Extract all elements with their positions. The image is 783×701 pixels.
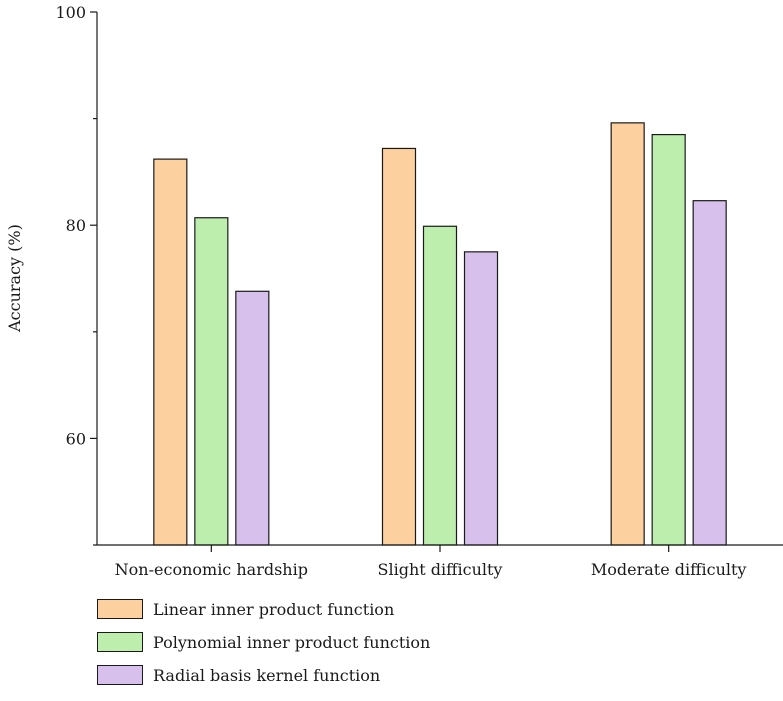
bar bbox=[153, 158, 188, 546]
bar bbox=[381, 147, 417, 546]
legend-label: Radial basis kernel function bbox=[153, 665, 381, 685]
legend: Linear inner product function Polynomial … bbox=[97, 598, 430, 697]
legend-swatch bbox=[97, 665, 143, 685]
x-tick-label: Moderate difficulty bbox=[591, 560, 747, 579]
bar bbox=[235, 290, 270, 546]
legend-item: Radial basis kernel function bbox=[97, 664, 430, 686]
y-tick-label: 100 bbox=[55, 3, 86, 22]
legend-item: Polynomial inner product function bbox=[97, 631, 430, 653]
legend-swatch bbox=[97, 632, 143, 652]
bar bbox=[422, 225, 458, 546]
bar bbox=[692, 200, 727, 546]
y-tick-label: 80 bbox=[66, 216, 86, 235]
y-axis-title: Accuracy (%) bbox=[5, 224, 24, 333]
bar bbox=[463, 251, 499, 546]
legend-swatch bbox=[97, 599, 143, 619]
x-tick-label: Non-economic hardship bbox=[115, 560, 308, 579]
bars-layer bbox=[153, 122, 727, 546]
y-tick-label: 60 bbox=[66, 429, 86, 448]
bar bbox=[651, 133, 686, 546]
y-ticks-layer: 60 80 100 bbox=[55, 3, 97, 546]
legend-item: Linear inner product function bbox=[97, 598, 430, 620]
bar bbox=[610, 122, 645, 546]
legend-label: Polynomial inner product function bbox=[153, 632, 431, 652]
x-tick-label: Slight difficulty bbox=[378, 560, 503, 579]
legend-label: Linear inner product function bbox=[153, 599, 395, 619]
x-ticks-layer: Non-economic hardship Slight difficulty Mo… bbox=[115, 545, 747, 579]
bar bbox=[194, 217, 229, 546]
